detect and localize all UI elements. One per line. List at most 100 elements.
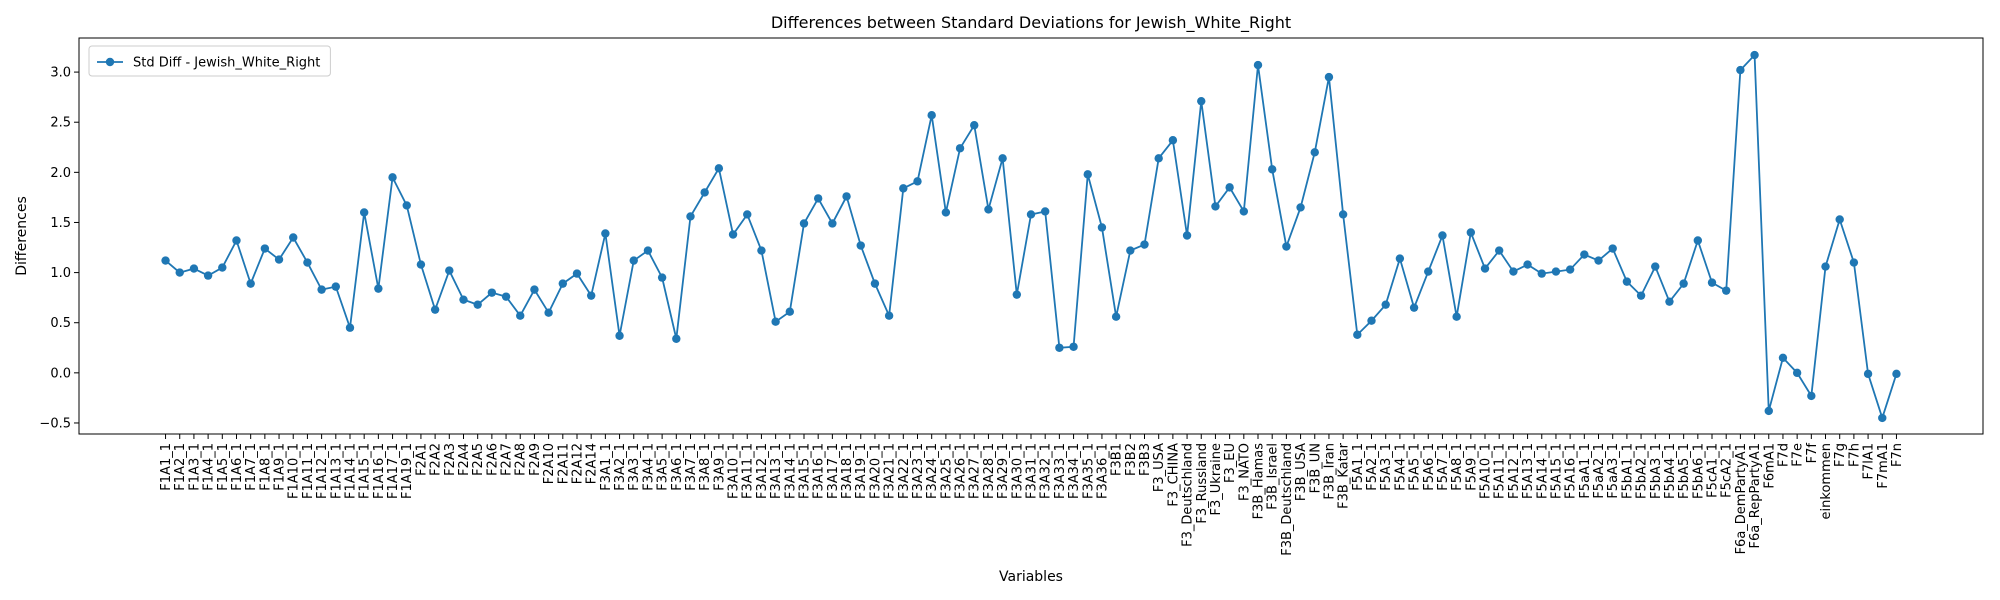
data-point bbox=[289, 233, 298, 242]
data-point bbox=[728, 230, 738, 239]
x-tick-label: F3A9_1 bbox=[712, 443, 727, 491]
x-tick-label: F5bA2_1 bbox=[1635, 443, 1650, 499]
data-point bbox=[1438, 231, 1447, 240]
data-point bbox=[771, 317, 780, 326]
data-point bbox=[416, 260, 426, 269]
data-line bbox=[164, 52, 1898, 421]
y-tick-label: 2.0 bbox=[50, 166, 71, 181]
data-point bbox=[1409, 303, 1419, 312]
x-tick-label: F1A19_1 bbox=[400, 443, 415, 499]
data-point bbox=[388, 173, 397, 182]
data-point bbox=[1878, 413, 1887, 423]
data-point bbox=[615, 331, 624, 340]
data-point bbox=[473, 300, 482, 309]
data-point bbox=[1310, 148, 1319, 157]
x-tick-label: F1A17_1 bbox=[386, 443, 401, 499]
data-point bbox=[884, 311, 894, 320]
x-tick-label: F2A12 bbox=[570, 443, 585, 484]
data-point bbox=[260, 244, 270, 253]
x-tick-label: F2A10 bbox=[542, 443, 557, 484]
x-tick-label: F2A14 bbox=[585, 443, 600, 484]
x-tick-label: F3A20_1 bbox=[868, 443, 883, 499]
data-point bbox=[544, 308, 553, 317]
data-point bbox=[1381, 300, 1390, 309]
x-tick-label: F3A18_1 bbox=[840, 443, 855, 499]
data-point bbox=[445, 266, 454, 275]
x-tick-label: F7g bbox=[1833, 443, 1848, 467]
x-tick-label: F5aA1_1 bbox=[1578, 443, 1593, 499]
data-point bbox=[1736, 65, 1745, 75]
x-tick-label: F3A3_1 bbox=[627, 443, 642, 491]
x-tick-label: F3B_Hamas bbox=[1252, 443, 1267, 520]
y-tick-label: −0.5 bbox=[39, 416, 71, 431]
data-point bbox=[1835, 215, 1844, 224]
x-tick-label: F3B1 bbox=[1110, 443, 1125, 476]
x-tick-label: F3A10_1 bbox=[727, 443, 742, 499]
data-point bbox=[1509, 267, 1518, 276]
x-tick-label: F5bA1_1 bbox=[1620, 443, 1635, 499]
data-point bbox=[1792, 368, 1802, 378]
x-tick-label: F7e bbox=[1791, 443, 1806, 467]
data-point bbox=[359, 208, 369, 217]
data-point bbox=[1608, 244, 1617, 253]
data-point bbox=[345, 323, 355, 332]
data-point bbox=[899, 184, 908, 193]
x-tick-label: F7n bbox=[1890, 443, 1905, 467]
y-tick-label: 0.5 bbox=[50, 316, 71, 331]
data-point bbox=[657, 273, 667, 282]
x-tick-label: F5A11_1 bbox=[1493, 443, 1508, 499]
x-tick-label: F3A24_1 bbox=[925, 443, 940, 499]
x-tick-label: F2A5 bbox=[471, 443, 486, 476]
data-point bbox=[913, 177, 922, 186]
data-point bbox=[1097, 223, 1107, 232]
data-point bbox=[1338, 210, 1348, 219]
data-point bbox=[1055, 343, 1064, 352]
data-point bbox=[530, 285, 539, 294]
data-point bbox=[1494, 246, 1504, 255]
data-point bbox=[1395, 254, 1405, 263]
x-tick-label: F5A4_1 bbox=[1393, 443, 1408, 491]
data-point bbox=[970, 121, 979, 130]
x-tick-label: F3A33_1 bbox=[1053, 443, 1068, 499]
x-tick-label: F3A34_1 bbox=[1067, 443, 1082, 499]
legend-box bbox=[88, 45, 331, 77]
x-tick-label: F5A16_1 bbox=[1564, 443, 1579, 499]
data-point bbox=[998, 154, 1007, 163]
data-point bbox=[1225, 183, 1234, 192]
x-tick-label: einkommen bbox=[1819, 443, 1834, 519]
data-point bbox=[558, 279, 568, 288]
x-tick-label: F1A3_1 bbox=[187, 443, 202, 491]
data-point bbox=[516, 311, 525, 320]
x-tick-label: F3A4_1 bbox=[641, 443, 656, 491]
x-tick-label: F1A2_1 bbox=[173, 443, 188, 491]
data-point bbox=[402, 201, 411, 210]
data-point bbox=[1026, 210, 1036, 219]
data-point bbox=[1267, 165, 1277, 174]
x-tick-label: F3A21_1 bbox=[883, 443, 898, 499]
data-point bbox=[1452, 312, 1461, 321]
data-point bbox=[501, 292, 511, 301]
data-point bbox=[246, 279, 255, 288]
x-tick-label: F5A3_1 bbox=[1379, 443, 1394, 491]
data-point bbox=[175, 268, 184, 277]
data-point bbox=[1140, 240, 1149, 249]
x-tick-label: F2A4 bbox=[457, 443, 472, 476]
x-tick-label: F1A6_1 bbox=[230, 443, 245, 491]
x-tick-label: F3A36_1 bbox=[1095, 443, 1110, 499]
x-tick-label: F7h bbox=[1847, 443, 1862, 467]
x-tick-label: F3A14_1 bbox=[783, 443, 798, 499]
x-tick-label: F3_CHINA bbox=[1166, 443, 1181, 507]
x-tick-label: F5A15_1 bbox=[1549, 443, 1564, 499]
x-tick-label: F5A14_1 bbox=[1535, 443, 1550, 499]
data-point bbox=[1551, 267, 1561, 276]
x-tick-label: F2A9 bbox=[528, 443, 543, 476]
x-tick-label: F3B_Katar bbox=[1337, 442, 1352, 508]
x-tick-label: F2A3 bbox=[443, 443, 458, 476]
x-tick-label: F1A7_1 bbox=[244, 443, 259, 491]
data-point bbox=[1693, 236, 1703, 245]
legend-marker bbox=[105, 57, 115, 67]
data-point bbox=[1679, 279, 1688, 288]
x-tick-label: F1A15_1 bbox=[358, 443, 373, 499]
data-point bbox=[1424, 267, 1433, 276]
